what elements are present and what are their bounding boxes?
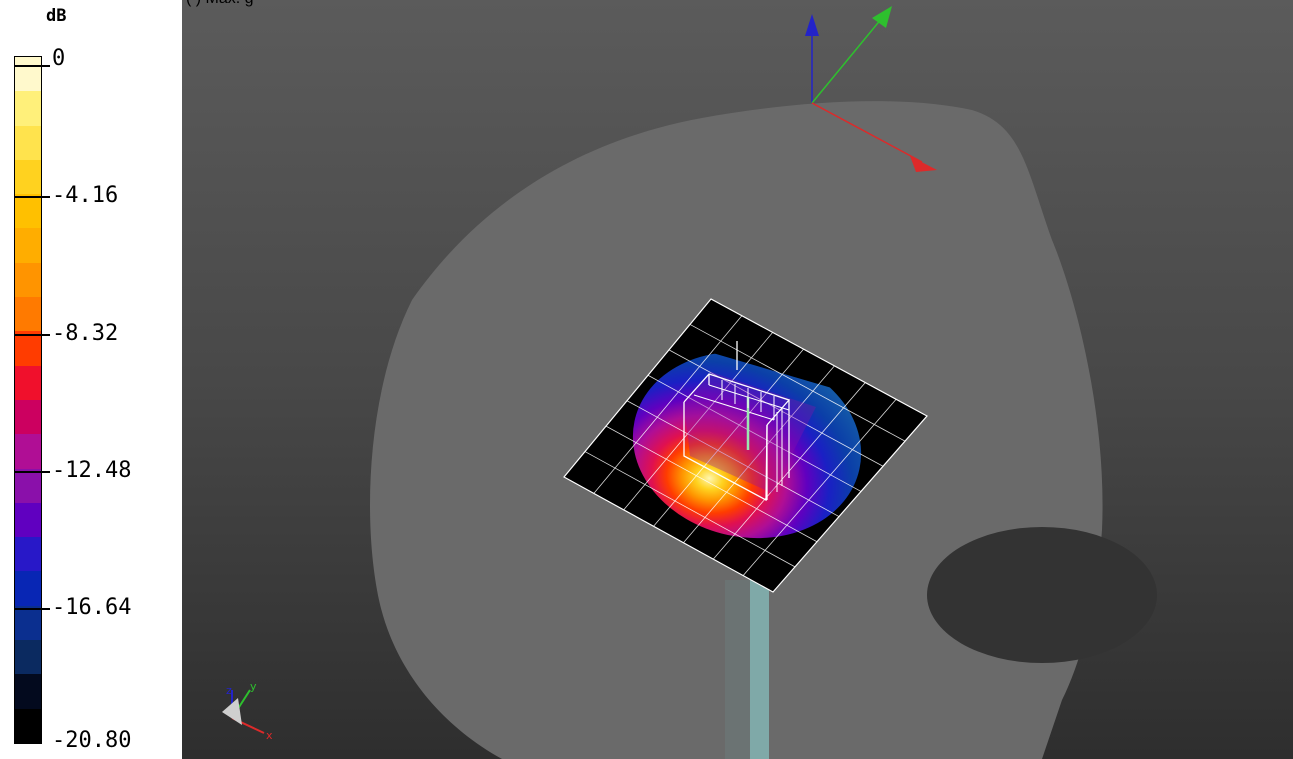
- grid-line: [742, 399, 897, 576]
- axes-triad: [805, 6, 937, 172]
- color-scale-bar: [14, 56, 42, 744]
- grid-line: [683, 365, 835, 543]
- legend-tick-label: -16.64: [52, 595, 132, 620]
- mini-axis-y-label: y: [250, 680, 257, 693]
- color-scale-band: [15, 262, 41, 298]
- color-scale-band: [15, 57, 41, 92]
- legend-tick-mark: [14, 196, 50, 198]
- color-scale-band: [15, 91, 41, 126]
- color-scale-band: [15, 605, 41, 641]
- grid-line: [584, 451, 796, 568]
- color-scale-band: [15, 159, 41, 195]
- grid-line: [593, 315, 743, 494]
- plate-grid: [584, 315, 906, 576]
- legend-tick-mark: [14, 65, 50, 67]
- 3d-viewport[interactable]: x y z: [182, 0, 1293, 759]
- mini-axis-z-label: z: [226, 684, 232, 697]
- legend-tick-label: -20.80: [52, 728, 132, 753]
- color-scale-band: [15, 502, 41, 538]
- color-scale-band: [15, 365, 41, 400]
- plate-outline: [563, 298, 928, 593]
- view-caption: ( ) Max. g: [186, 0, 254, 8]
- legend-tick-label: -4.16: [52, 183, 119, 208]
- color-scale-band: [15, 331, 41, 366]
- color-scale-band: [15, 399, 41, 435]
- grid-line: [647, 374, 862, 492]
- color-scale-band: [15, 228, 41, 263]
- mount-post-back: [725, 580, 751, 759]
- color-scale-band: [15, 434, 41, 469]
- phantom-ear: [927, 527, 1157, 663]
- grid-line: [623, 332, 774, 511]
- legend-tick-mark: [14, 608, 50, 610]
- measurement-block: [683, 341, 816, 502]
- scene-canvas: x y z: [222, 6, 1157, 759]
- grid-line: [653, 348, 804, 527]
- color-legend: dB 0 -4.16 -8.32 -12.48 -16.64 -20.80: [0, 0, 182, 759]
- color-scale-band: [15, 537, 41, 572]
- mount-post: [750, 580, 769, 759]
- color-scale-band: [15, 125, 41, 160]
- orientation-indicator: x y z: [222, 680, 273, 742]
- color-scale-band: [15, 297, 41, 332]
- grid-line: [626, 400, 840, 517]
- legend-tick-label: -8.32: [52, 321, 119, 346]
- legend-tick-mark: [14, 334, 50, 336]
- grid-line: [668, 349, 884, 467]
- grid-line: [605, 425, 818, 543]
- legend-tick-label: 0: [52, 46, 66, 71]
- legend-tick-label: -12.48: [52, 458, 132, 483]
- color-scale-band: [15, 571, 41, 606]
- color-scale-band: [15, 674, 41, 709]
- color-scale-band: [15, 708, 41, 743]
- legend-unit-label: dB: [46, 6, 67, 26]
- mini-axis-x-label: x: [266, 729, 273, 742]
- color-scale-band: [15, 468, 41, 503]
- color-scale-band: [15, 640, 41, 675]
- color-scale-band: [15, 194, 41, 229]
- legend-tick-mark: [14, 471, 50, 473]
- grid-line: [689, 324, 906, 442]
